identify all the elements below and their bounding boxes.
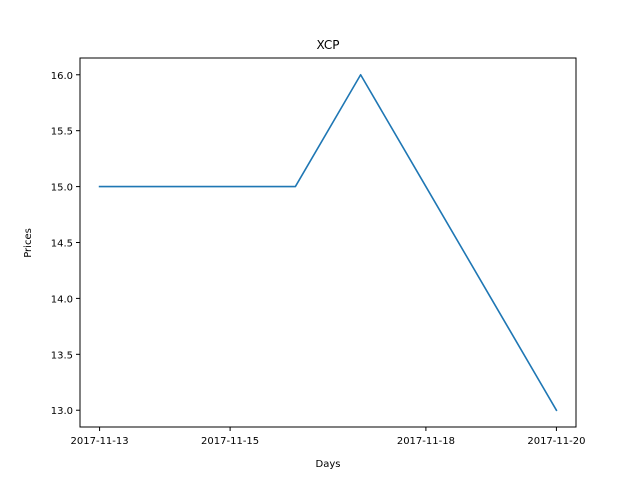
x-axis-label: Days <box>316 459 341 470</box>
x-tick-label: 2017-11-13 <box>71 436 129 447</box>
y-axis-label: Prices <box>23 228 34 258</box>
y-tick-label: 15.0 <box>51 183 73 194</box>
plot-area <box>80 58 576 427</box>
x-tick-label: 2017-11-15 <box>201 436 259 447</box>
y-tick-label: 14.0 <box>51 294 73 305</box>
series-layer <box>98 73 558 412</box>
y-tick-label: 16.0 <box>51 71 73 82</box>
y-axis-ticks: 13.0 13.5 14.0 14.5 15.0 15.5 16.0 <box>51 71 80 417</box>
x-tick-label: 2017-11-20 <box>527 436 585 447</box>
x-axis-ticks: 2017-11-13 2017-11-15 2017-11-18 2017-11-20 <box>71 427 585 447</box>
y-tick-label: 15.5 <box>51 127 73 138</box>
y-tick-label: 13.5 <box>51 350 73 361</box>
chart-title: XCP <box>317 38 340 52</box>
series-line <box>98 73 558 412</box>
x-tick-label: 2017-11-18 <box>397 436 455 447</box>
y-tick-label: 13.0 <box>51 406 73 417</box>
y-tick-label: 14.5 <box>51 239 73 250</box>
